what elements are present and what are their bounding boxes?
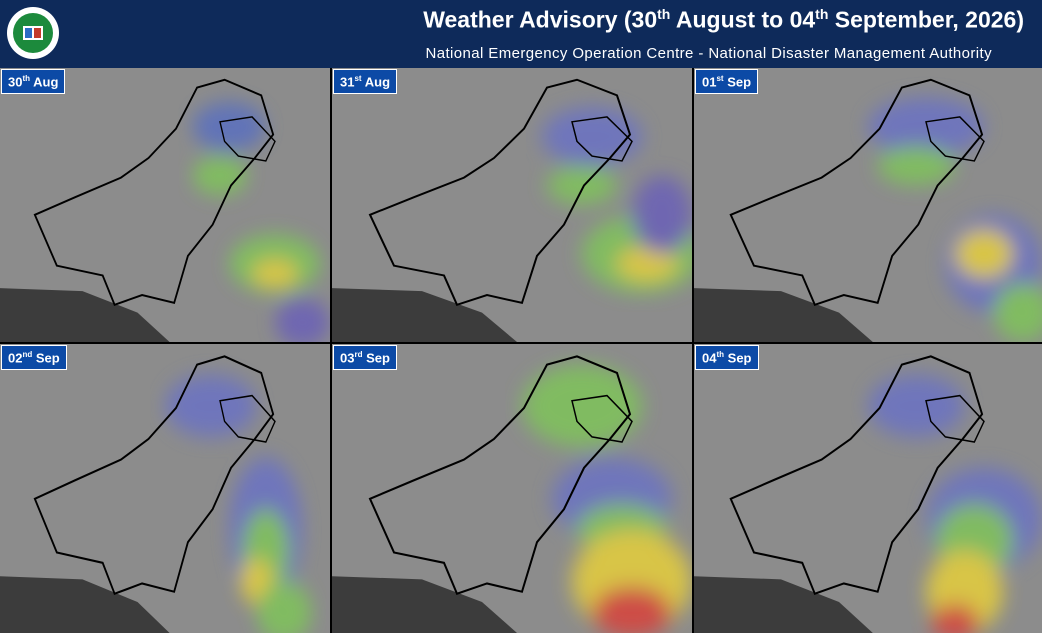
panel-label: 03rd Sep	[333, 345, 397, 371]
rain-area	[993, 283, 1042, 342]
map-panel: 30th Aug	[0, 68, 330, 342]
title-text: Weather Advisory (30	[423, 6, 658, 33]
month: Sep	[35, 350, 60, 366]
rain-area	[592, 586, 672, 633]
region-border	[219, 116, 276, 162]
sea	[332, 288, 517, 342]
month: Sep	[727, 350, 752, 366]
map	[0, 344, 330, 633]
rain-area	[192, 156, 248, 196]
rain-area	[192, 102, 266, 152]
day-suffix: st	[354, 74, 362, 83]
panel-label: 04th Sep	[695, 345, 759, 371]
rain-layer	[868, 97, 1042, 342]
header: Weather Advisory (30th August to 04th Se…	[0, 0, 1042, 68]
region-border	[571, 394, 633, 443]
rain-layer	[165, 374, 312, 633]
rain-area	[547, 165, 617, 205]
day: 01	[702, 74, 717, 90]
rain-area	[522, 364, 642, 448]
rain-area	[868, 97, 984, 157]
rain-area	[877, 146, 955, 186]
day: 03	[340, 350, 355, 366]
rain-area	[275, 297, 330, 342]
day: 30	[8, 74, 23, 90]
map-panel: 31st Aug	[332, 68, 692, 342]
map	[332, 68, 692, 342]
country-border	[368, 78, 632, 307]
country-border	[33, 78, 275, 307]
day: 04	[702, 350, 717, 366]
rain-layer	[868, 374, 1042, 633]
map-panel: 02nd Sep	[0, 344, 330, 633]
rain-layer	[542, 107, 692, 294]
region-border	[571, 116, 633, 162]
subtitle: National Emergency Operation Centre - Na…	[425, 45, 992, 62]
country-border	[729, 355, 984, 596]
map-panel: 04th Sep	[694, 344, 1042, 633]
title-text: September, 2026)	[828, 6, 1024, 33]
month: Aug	[33, 74, 59, 90]
day-suffix: th	[716, 350, 725, 359]
rain-layer	[192, 102, 330, 342]
map	[0, 68, 330, 342]
rain-area	[632, 175, 692, 254]
region-border	[925, 116, 985, 162]
panel-label: 02nd Sep	[1, 345, 67, 371]
day: 31	[340, 74, 355, 90]
month: Sep	[727, 74, 752, 90]
sea	[0, 576, 170, 633]
day-suffix: rd	[354, 350, 363, 359]
day-suffix: th	[22, 74, 31, 83]
title-sup: th	[815, 6, 829, 22]
title-text: August to 04	[670, 6, 816, 33]
rain-area	[617, 246, 677, 282]
region-border	[925, 394, 985, 443]
month: Sep	[366, 350, 390, 366]
day-suffix: st	[716, 74, 724, 83]
sea	[0, 288, 170, 342]
map-panel: 01st Sep	[694, 68, 1042, 342]
title-sup: th	[657, 6, 671, 22]
day: 02	[8, 350, 23, 366]
country-border	[33, 355, 275, 596]
sea	[694, 288, 873, 342]
sea	[332, 576, 517, 633]
rain-area	[930, 604, 980, 633]
map-panel: 03rd Sep	[332, 344, 692, 633]
panel-label: 30th Aug	[1, 69, 66, 95]
rain-area	[165, 374, 257, 437]
rain-area	[868, 374, 965, 437]
panel-label: 31st Aug	[333, 69, 398, 95]
panel-label: 01st Sep	[695, 69, 759, 95]
country-border	[368, 355, 632, 596]
day-suffix: nd	[22, 350, 33, 359]
logo	[7, 7, 59, 59]
rain-area	[256, 581, 312, 633]
rain-area	[955, 229, 1013, 279]
map	[694, 344, 1042, 633]
country-border	[729, 78, 984, 307]
rain-area	[252, 259, 298, 288]
sea	[694, 576, 873, 633]
rain-layer	[522, 364, 692, 633]
map	[694, 68, 1042, 342]
map-grid: 30th Aug 31st Aug 01st Sep 02nd Sep 03rd Sep…	[0, 68, 1042, 633]
map	[332, 344, 692, 633]
title: Weather Advisory (30th August to 04th Se…	[423, 6, 1024, 34]
region-border	[219, 394, 276, 443]
month: Aug	[364, 74, 391, 90]
